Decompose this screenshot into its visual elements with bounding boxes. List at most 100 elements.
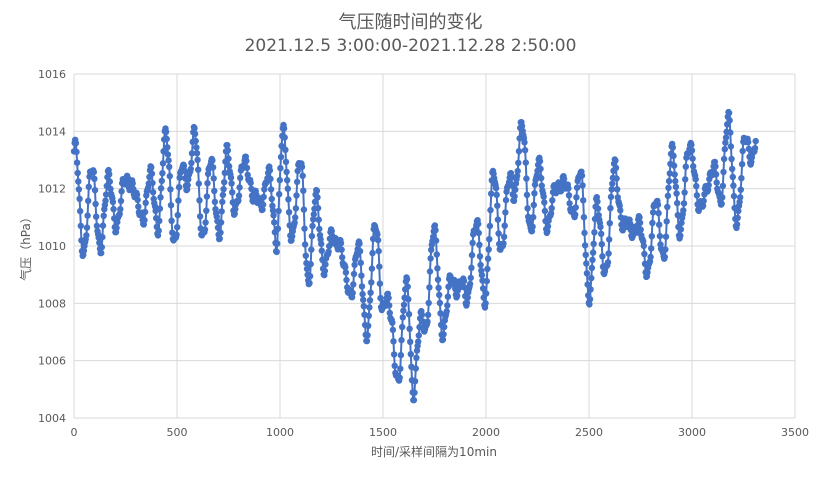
data-point (277, 164, 284, 172)
data-point (363, 337, 371, 345)
x-tick-label: 2500 (575, 426, 603, 439)
data-point (405, 311, 413, 318)
data-point (690, 163, 697, 170)
data-point (665, 184, 672, 191)
data-point (720, 168, 727, 176)
data-point (155, 227, 162, 234)
data-point (604, 259, 612, 266)
data-point (158, 177, 165, 185)
x-tick-label: 3500 (781, 426, 809, 439)
data-point (636, 214, 643, 221)
data-point (730, 182, 737, 189)
data-point (273, 248, 280, 256)
data-point (486, 236, 493, 243)
data-point (444, 302, 451, 309)
data-point (511, 193, 518, 200)
data-point (467, 274, 474, 282)
data-point (586, 296, 594, 303)
data-point (237, 174, 244, 182)
data-point (398, 336, 405, 344)
data-point (227, 174, 235, 181)
data-point (308, 232, 316, 240)
data-point (271, 219, 278, 226)
data-point (752, 137, 759, 145)
data-point (699, 202, 707, 209)
data-point (560, 175, 568, 183)
data-point (649, 209, 657, 216)
data-point (670, 162, 678, 169)
data-point (369, 235, 377, 243)
data-point (407, 338, 414, 345)
data-point (269, 207, 277, 214)
data-point (594, 205, 602, 212)
data-point (93, 222, 101, 230)
data-point (682, 163, 689, 170)
data-point (745, 138, 752, 146)
data-point (704, 186, 712, 194)
data-point (406, 325, 413, 332)
data-point (159, 170, 166, 177)
data-point (582, 251, 589, 259)
data-point (357, 259, 364, 267)
x-tick-label: 1500 (369, 426, 397, 439)
data-point (479, 285, 487, 292)
data-point (548, 205, 555, 212)
data-point (196, 213, 204, 220)
data-point (523, 191, 531, 199)
data-point (735, 207, 742, 215)
data-point (712, 163, 719, 170)
data-point (397, 351, 405, 359)
data-point (219, 191, 227, 199)
data-point (116, 210, 123, 218)
data-point (427, 255, 434, 262)
data-point (681, 189, 688, 196)
data-point (259, 206, 266, 213)
data-point (502, 196, 510, 204)
data-point (647, 253, 654, 261)
data-point (662, 233, 670, 240)
x-tick-label: 0 (71, 426, 78, 439)
data-point (269, 202, 276, 209)
data-point (375, 247, 382, 255)
data-point (719, 182, 727, 190)
data-point (156, 205, 164, 212)
data-point (154, 232, 162, 239)
data-point (541, 199, 548, 206)
data-point (566, 200, 573, 207)
data-point (486, 222, 494, 230)
data-point (460, 277, 468, 285)
data-point (218, 208, 225, 215)
data-point (594, 198, 601, 205)
data-point (426, 284, 433, 291)
data-point (374, 231, 381, 238)
data-point (583, 270, 591, 277)
data-point (748, 158, 755, 166)
data-point (184, 182, 191, 189)
data-point (654, 201, 662, 208)
data-point (728, 155, 735, 163)
data-point (306, 279, 313, 287)
data-point (737, 194, 744, 201)
data-point (318, 240, 325, 248)
data-point (209, 164, 217, 171)
data-point (530, 201, 537, 209)
data-point (174, 224, 181, 231)
data-point (328, 227, 335, 235)
data-point (454, 292, 461, 299)
data-point (282, 146, 289, 153)
data-point (598, 230, 605, 237)
data-point (733, 221, 741, 228)
data-point (301, 225, 308, 232)
data-point (235, 192, 243, 199)
data-point (664, 203, 671, 211)
data-point (693, 192, 701, 199)
data-point (281, 134, 288, 141)
data-point (247, 179, 254, 187)
data-point (211, 187, 218, 195)
data-point (404, 283, 411, 290)
data-point (670, 152, 677, 159)
data-point (75, 186, 83, 193)
data-point (397, 365, 404, 372)
data-point (77, 207, 84, 215)
data-point (102, 191, 110, 198)
